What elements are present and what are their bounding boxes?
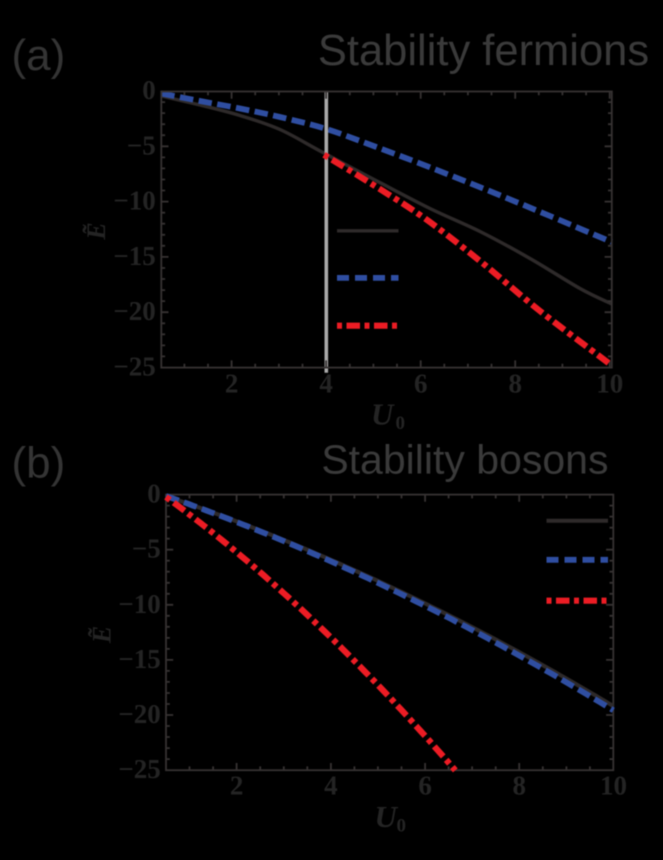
svg-text:Stability fermions: Stability fermions (318, 27, 649, 75)
svg-text:4: 4 (324, 771, 338, 801)
svg-text:Ẽ: Ẽ (82, 222, 111, 240)
svg-text:U: U (375, 799, 399, 834)
svg-text:0: 0 (142, 75, 156, 105)
svg-text:0: 0 (147, 479, 161, 509)
svg-text:0: 0 (396, 413, 406, 434)
svg-text:8: 8 (512, 771, 526, 801)
svg-text:U: U (371, 397, 395, 432)
svg-text:(b): (b) (12, 439, 66, 488)
svg-text:4: 4 (319, 369, 333, 399)
svg-text:−15: −15 (118, 644, 160, 674)
svg-text:2: 2 (225, 369, 239, 399)
svg-text:−5: −5 (127, 130, 156, 160)
svg-text:−20: −20 (118, 699, 160, 729)
svg-text:−25: −25 (118, 754, 160, 784)
svg-text:−5: −5 (132, 534, 161, 564)
svg-text:Ẽ: Ẽ (87, 626, 116, 644)
svg-text:6: 6 (418, 771, 432, 801)
svg-text:−25: −25 (113, 352, 155, 382)
svg-text:(a): (a) (12, 31, 66, 80)
svg-text:0: 0 (397, 816, 407, 837)
svg-text:10: 10 (600, 771, 627, 801)
svg-text:−20: −20 (113, 296, 155, 326)
svg-text:−15: −15 (113, 241, 155, 271)
svg-text:Stability bosons: Stability bosons (321, 437, 608, 483)
svg-text:8: 8 (508, 369, 522, 399)
svg-text:−10: −10 (113, 186, 155, 216)
svg-text:2: 2 (230, 771, 244, 801)
svg-text:−10: −10 (118, 589, 160, 619)
svg-text:6: 6 (414, 369, 428, 399)
svg-text:10: 10 (596, 369, 623, 399)
